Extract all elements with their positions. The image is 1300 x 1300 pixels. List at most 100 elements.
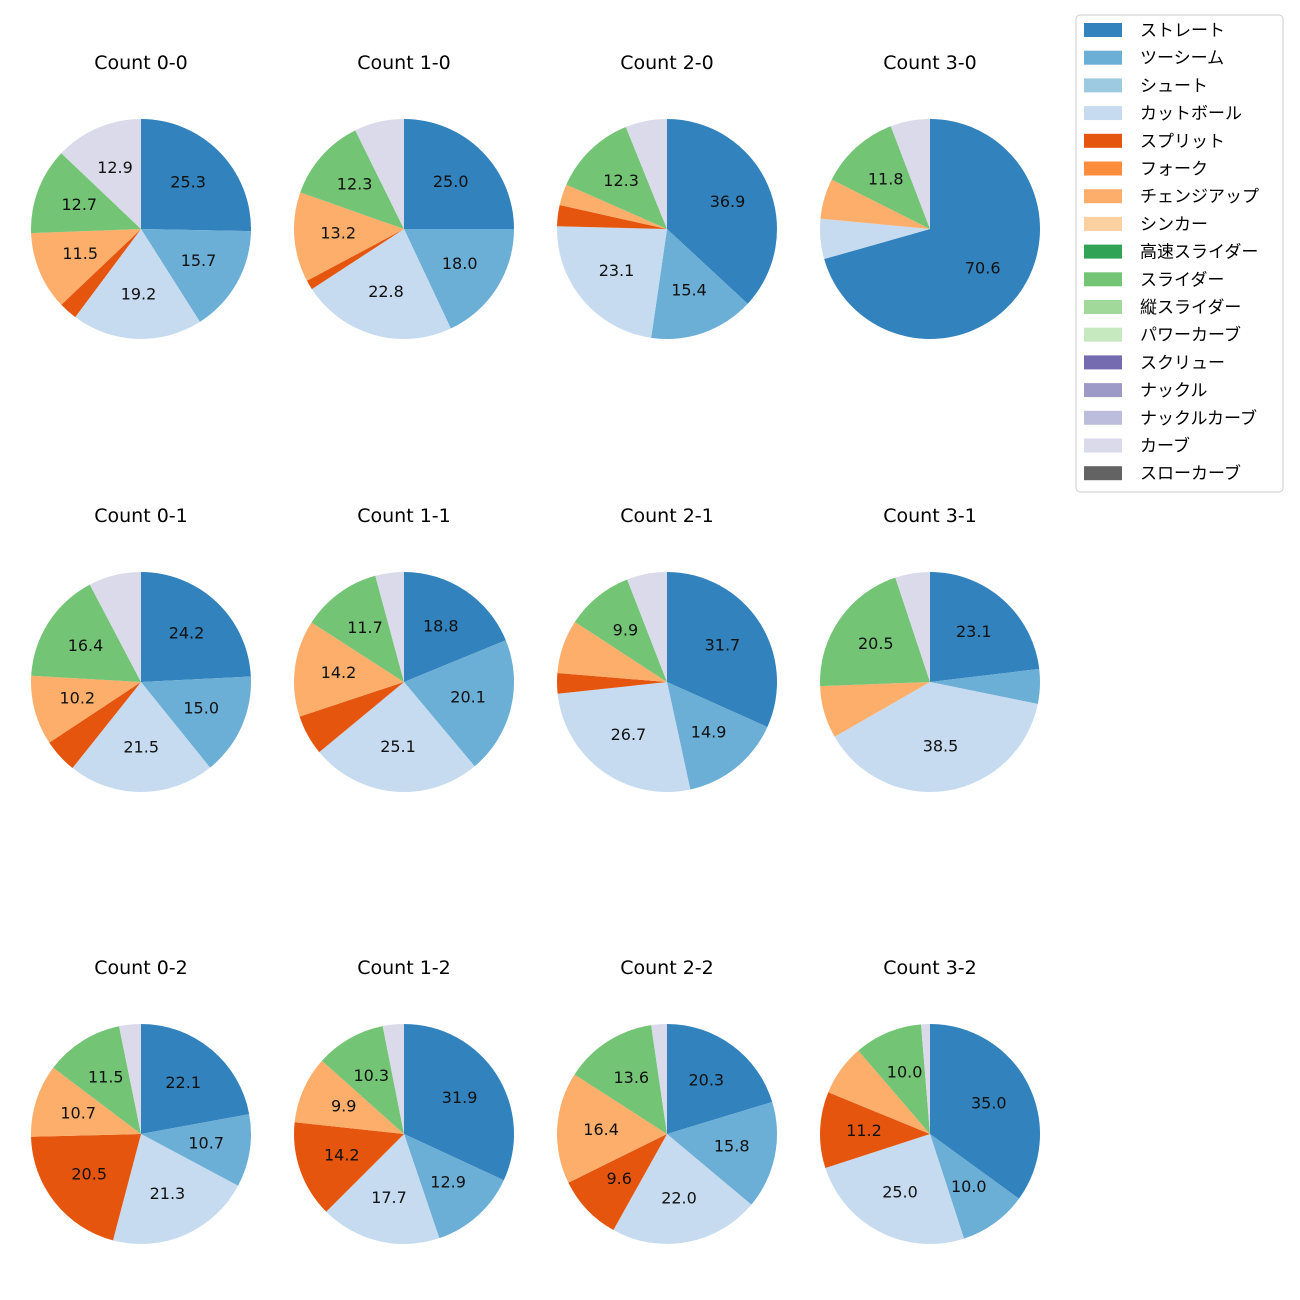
pie-slice (141, 119, 251, 232)
slice-label: 14.2 (321, 663, 357, 682)
slice-label: 70.6 (965, 258, 1001, 277)
pie-slice (559, 184, 667, 229)
pie-slice (557, 673, 667, 694)
pie-chart: Count 3-1 23.1 38.5 20.5 (820, 505, 1041, 792)
pie-slice (667, 1024, 773, 1134)
slice-label: 18.0 (442, 254, 478, 273)
pie-chart: Count 1-1 18.8 20.1 25.1 14.2 11.7 (294, 505, 515, 793)
slice-label: 20.5 (858, 634, 894, 653)
slice-label: 12.7 (61, 195, 97, 214)
pie-slice (61, 229, 141, 318)
pie-slice (311, 229, 451, 340)
pie-slice (568, 1134, 667, 1231)
pie-slice (293, 192, 404, 281)
slice-label: 11.5 (62, 244, 98, 263)
pie-chart: Count 0-2 22.1 10.7 21.3 20.5 10.7 11.5 (30, 957, 252, 1244)
pie-slice (921, 1024, 930, 1134)
legend-frame (1075, 14, 1284, 493)
chart-title: Count 0-0 (94, 52, 188, 74)
pie-chart: Count 0-0 25.3 15.7 19.2 11.5 12.712.9 (31, 52, 251, 340)
pie-slice (820, 577, 930, 687)
pie-slice (930, 572, 1040, 682)
pie-slice (890, 119, 930, 229)
pie-slice (828, 1050, 930, 1134)
legend-swatch (1084, 244, 1122, 259)
legend-swatch (1084, 106, 1122, 121)
slice-label: 24.2 (169, 624, 205, 643)
slice-label: 14.2 (324, 1146, 360, 1165)
pie-slice (667, 119, 777, 304)
slice-label: 10.3 (353, 1066, 389, 1085)
slice-label: 14.9 (691, 723, 727, 742)
pie-slice (311, 575, 404, 682)
legend-label: チェンジアップ (1140, 187, 1259, 207)
pie-slice (404, 1134, 504, 1239)
pie-slice (31, 584, 141, 682)
legend-label: ナックルカーブ (1140, 408, 1257, 429)
chart-title: Count 3-0 (883, 52, 977, 74)
slice-label: 25.0 (882, 1182, 918, 1201)
pie-slice (72, 682, 211, 793)
pie-slice (825, 1134, 964, 1245)
pie-slice (326, 1134, 440, 1244)
pie-slice (557, 682, 691, 792)
chart-title: Count 1-1 (357, 505, 451, 527)
slice-label: 10.7 (188, 1134, 224, 1153)
legend-swatch (1084, 383, 1122, 398)
pie-slice (294, 622, 404, 717)
pie-slice (404, 229, 514, 329)
pie-slice (31, 1134, 142, 1241)
legend-label: スプリット (1140, 132, 1225, 152)
chart-title: Count 1-0 (357, 52, 451, 74)
chart-title: Count 2-0 (620, 52, 714, 74)
legend-label: 高速スライダー (1140, 243, 1258, 263)
chart-title: Count 1-2 (357, 957, 451, 979)
slice-label: 15.4 (671, 281, 707, 300)
legend-swatch (1084, 410, 1122, 425)
legend-swatch (1084, 438, 1122, 453)
pie-slice (930, 1024, 1041, 1199)
legend-swatch (1084, 23, 1122, 37)
pie-slice (930, 668, 1041, 704)
slice-label: 12.3 (337, 175, 373, 194)
chart-title: Count 3-1 (883, 505, 977, 527)
slice-label: 31.9 (442, 1088, 478, 1107)
slice-label: 11.8 (868, 170, 904, 189)
pie-slice (299, 682, 404, 753)
pie-slice (820, 218, 930, 260)
slice-label: 15.7 (181, 251, 217, 270)
pie-slice (294, 1122, 404, 1212)
pie-slice (31, 153, 141, 234)
pie-slice (141, 1024, 250, 1134)
slice-label: 23.1 (599, 261, 635, 280)
pie-chart: Count 1-2 31.9 12.9 17.7 14.2 9.9 10.3 (294, 957, 514, 1244)
slice-label: 12.9 (430, 1173, 466, 1192)
legend-swatch (1084, 50, 1122, 65)
slice-label: 10.2 (59, 689, 95, 708)
legend-label: シンカー (1140, 215, 1208, 235)
pie-chart: Count 2-2 20.3 15.8 22.0 9.6 16.4 13.6 (557, 957, 777, 1245)
pie-slice (61, 119, 141, 229)
legend-swatch (1084, 216, 1122, 231)
pie-slice (557, 1074, 667, 1183)
pie-slice (375, 572, 404, 682)
chart-title: Count 0-2 (94, 957, 188, 979)
pie-slice (112, 1134, 239, 1244)
slice-label: 12.9 (97, 158, 133, 177)
pie-slice (404, 119, 514, 229)
slice-label: 16.4 (68, 636, 104, 655)
pie-slice (895, 572, 930, 682)
chart-title: Count 3-2 (883, 957, 977, 979)
pie-slice (89, 572, 141, 682)
chart-title: Count 2-1 (620, 505, 714, 527)
pie-slice (404, 1024, 514, 1181)
pie-slice (306, 229, 404, 290)
slice-label: 25.3 (170, 172, 206, 191)
pie-slice (119, 1024, 141, 1134)
pie-slice (382, 1024, 404, 1134)
slice-label: 21.3 (150, 1184, 186, 1203)
pie-slice (31, 229, 141, 305)
slice-label: 10.7 (60, 1103, 96, 1122)
slice-label: 16.4 (583, 1120, 619, 1139)
slice-label: 22.8 (368, 282, 404, 301)
